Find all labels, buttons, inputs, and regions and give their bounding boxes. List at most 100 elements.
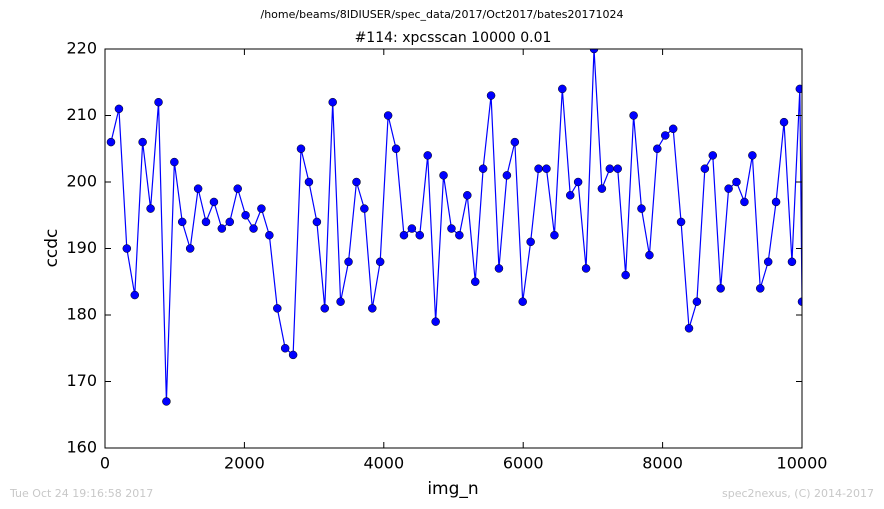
data-point — [621, 270, 630, 280]
data-point — [732, 177, 741, 187]
data-point — [494, 264, 504, 273]
data-point — [518, 297, 527, 306]
data-point — [344, 257, 353, 267]
data-point — [645, 250, 654, 260]
data-point — [573, 177, 583, 187]
data-point — [280, 344, 290, 353]
data-point — [605, 164, 615, 173]
data-point — [455, 230, 464, 240]
y-axis-label: ccdc — [42, 229, 62, 268]
data-point — [771, 197, 781, 207]
data-point — [312, 217, 322, 227]
data-point — [542, 164, 551, 173]
data-point — [352, 177, 361, 187]
data-point — [716, 284, 725, 293]
data-point — [368, 304, 377, 313]
data-point — [336, 297, 345, 306]
data-point — [478, 164, 488, 173]
data-point — [787, 257, 797, 267]
data-point — [463, 191, 472, 200]
data-point — [130, 290, 140, 300]
x-axis-label: img_n — [427, 479, 478, 499]
data-point — [154, 97, 163, 107]
data-point — [653, 144, 662, 153]
data-point — [447, 224, 456, 233]
data-point — [423, 151, 432, 160]
data-point — [415, 230, 425, 240]
data-point — [209, 197, 219, 207]
data-point — [241, 211, 250, 220]
data-point — [257, 204, 266, 213]
footer-right: spec2nexus, (C) 2014-2017 — [722, 487, 874, 500]
data-point — [684, 324, 694, 333]
data-point — [273, 304, 282, 313]
data-point — [217, 224, 227, 233]
data-point — [700, 164, 710, 173]
x-tick-label: 2000 — [224, 454, 265, 473]
x-tick-label: 10000 — [777, 454, 828, 473]
chart-title: #114: xpcsscan 10000 0.01 — [355, 30, 552, 46]
x-tick-label: 8000 — [642, 454, 683, 473]
axes-frame — [104, 48, 803, 449]
x-tick-label: 4000 — [363, 454, 404, 473]
data-point — [439, 171, 448, 180]
data-point — [565, 191, 575, 200]
data-point — [320, 304, 330, 313]
data-point — [795, 84, 802, 94]
data-point — [193, 184, 203, 193]
data-point — [668, 124, 678, 134]
data-point — [748, 151, 757, 160]
y-tick-label: 160 — [66, 438, 97, 457]
data-point — [177, 217, 187, 227]
data-point — [550, 230, 559, 240]
data-point — [360, 204, 369, 213]
data-point — [589, 49, 599, 54]
y-tick-label: 220 — [66, 39, 97, 58]
data-point — [581, 264, 591, 273]
data-point — [106, 137, 116, 147]
data-point — [676, 217, 686, 227]
y-tick-label: 200 — [66, 172, 97, 191]
data-point — [233, 184, 242, 193]
data-point — [470, 277, 480, 286]
data-point — [629, 111, 638, 120]
x-tick-label: 6000 — [503, 454, 544, 473]
data-point — [249, 224, 258, 233]
x-tick-label: 0 — [100, 454, 110, 473]
data-point — [328, 97, 337, 107]
data-point — [534, 164, 543, 173]
data-point — [288, 350, 298, 360]
data-point — [296, 144, 306, 153]
y-tick-label: 170 — [66, 371, 97, 390]
data-point — [692, 297, 702, 306]
data-point — [724, 184, 733, 193]
data-point — [486, 91, 496, 100]
data-point — [170, 157, 179, 167]
data-point — [637, 204, 646, 213]
data-point — [146, 204, 155, 213]
data-point — [265, 230, 274, 240]
data-point — [526, 237, 535, 247]
data-point — [597, 184, 607, 193]
data-point — [502, 171, 512, 180]
data-point — [660, 131, 670, 140]
data-point — [122, 244, 132, 253]
data-point — [740, 197, 749, 207]
data-point — [779, 117, 789, 127]
data-point — [755, 284, 765, 293]
data-line — [110, 49, 802, 402]
data-point — [138, 137, 147, 147]
data-point — [407, 224, 417, 233]
data-point — [162, 397, 171, 406]
data-point — [708, 151, 718, 160]
y-tick-label: 210 — [66, 105, 97, 124]
suptitle: /home/beams/8IDIUSER/spec_data/2017/Oct2… — [261, 8, 624, 21]
data-point — [797, 297, 802, 306]
data-point — [763, 257, 773, 267]
data-point — [114, 104, 124, 114]
data-point — [383, 111, 393, 120]
data-point — [558, 84, 567, 94]
data-point — [399, 230, 409, 240]
data-point — [391, 144, 401, 153]
data-point — [375, 257, 385, 267]
